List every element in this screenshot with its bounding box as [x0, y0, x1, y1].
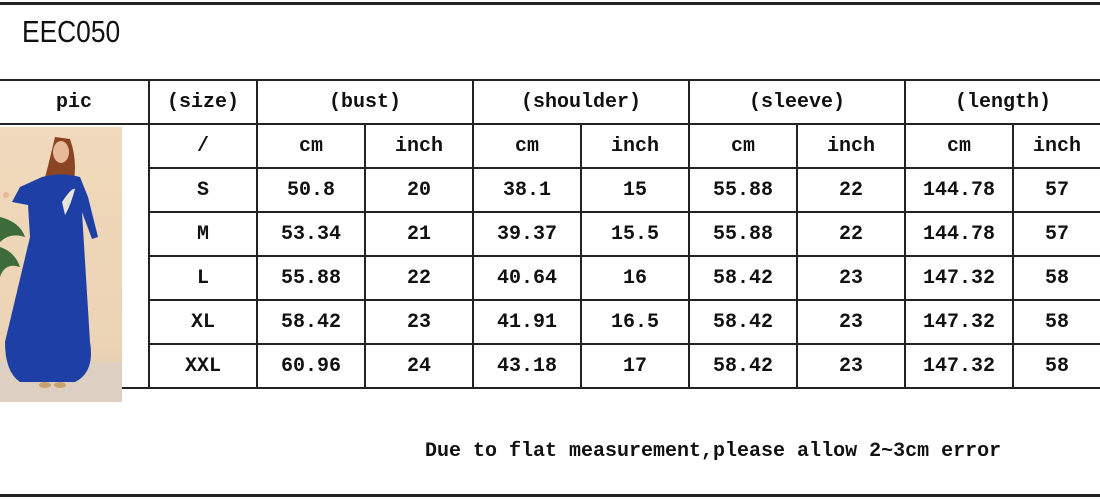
size-row: M 53.34 21 39.37 15.5 55.88 22 144.78 57	[0, 211, 1100, 257]
measurement-cell: 16	[580, 255, 691, 301]
measurement-cell: 40.64	[472, 255, 583, 301]
measurement-cell: 41.91	[472, 299, 583, 345]
unit-cell: inch	[363, 123, 475, 169]
top-border	[0, 2, 1100, 5]
size-label: L	[148, 255, 258, 301]
unit-cell: cm	[688, 123, 799, 169]
product-code: EEC050	[22, 14, 121, 49]
measurement-cell: 24	[363, 343, 475, 389]
header-row: pic (size) (bust) (shoulder) (sleeve) (l…	[0, 79, 1100, 125]
measurement-cell: 144.78	[904, 211, 1015, 257]
measurement-cell: 58	[1012, 343, 1100, 389]
measurement-cell: 43.18	[472, 343, 583, 389]
header-size: (size)	[148, 79, 258, 125]
unit-cell: cm	[472, 123, 583, 169]
measurement-cell: 23	[796, 299, 907, 345]
header-pic: pic	[0, 79, 150, 125]
measurement-cell: 53.34	[256, 211, 366, 257]
measurement-cell: 23	[796, 343, 907, 389]
measurement-cell: 58	[1012, 255, 1100, 301]
measurement-cell: 39.37	[472, 211, 583, 257]
unit-cell: cm	[256, 123, 366, 169]
measurement-cell: 20	[363, 167, 475, 213]
bottom-border	[0, 494, 1100, 497]
measurement-cell: 58	[1012, 299, 1100, 345]
measurement-note: Due to flat measurement,please allow 2~3…	[425, 440, 1002, 463]
size-row: XXL 60.96 24 43.18 17 58.42 23 147.32 58	[0, 343, 1100, 389]
unit-cell: inch	[796, 123, 907, 169]
measurement-cell: 147.32	[904, 343, 1015, 389]
measurement-cell: 22	[796, 167, 907, 213]
measurement-cell: 58.42	[688, 255, 799, 301]
measurement-cell: 15.5	[580, 211, 691, 257]
model-dress-image	[0, 137, 122, 402]
measurement-cell: 147.32	[904, 255, 1015, 301]
measurement-cell: 50.8	[256, 167, 366, 213]
size-row: L 55.88 22 40.64 16 58.42 23 147.32 58	[0, 255, 1100, 301]
size-label: S	[148, 167, 258, 213]
measurement-cell: 22	[796, 211, 907, 257]
measurement-cell: 15	[580, 167, 691, 213]
header-length: (length)	[904, 79, 1100, 125]
units-row: / cm inch cm inch cm inch cm inch	[0, 123, 1100, 389]
header-bust: (bust)	[255, 79, 475, 125]
measurement-cell: 22	[363, 255, 475, 301]
measurement-cell: 58.42	[688, 343, 799, 389]
measurement-cell: 55.88	[256, 255, 366, 301]
unit-cell: /	[148, 123, 258, 169]
measurement-cell: 60.96	[256, 343, 366, 389]
measurement-cell: 21	[363, 211, 475, 257]
size-row: XL 58.42 23 41.91 16.5 58.42 23 147.32 58	[0, 299, 1100, 345]
measurement-cell: 38.1	[472, 167, 583, 213]
unit-cell: inch	[1012, 123, 1100, 169]
measurement-cell: 147.32	[904, 299, 1015, 345]
measurement-cell: 23	[796, 255, 907, 301]
measurement-cell: 57	[1012, 167, 1100, 213]
size-label: XL	[148, 299, 258, 345]
header-sleeve: (sleeve)	[688, 79, 907, 125]
size-chart-table: pic (size) (bust) (shoulder) (sleeve) (l…	[0, 79, 1100, 389]
measurement-cell: 55.88	[688, 167, 799, 213]
measurement-cell: 57	[1012, 211, 1100, 257]
size-row: S 50.8 20 38.1 15 55.88 22 144.78 57	[0, 167, 1100, 213]
unit-cell: cm	[904, 123, 1015, 169]
measurement-cell: 144.78	[904, 167, 1015, 213]
header-shoulder: (shoulder)	[472, 79, 691, 125]
measurement-cell: 16.5	[580, 299, 691, 345]
unit-cell: inch	[580, 123, 691, 169]
measurement-cell: 55.88	[688, 211, 799, 257]
measurement-cell: 58.42	[688, 299, 799, 345]
product-photo	[0, 127, 122, 402]
measurement-cell: 58.42	[256, 299, 366, 345]
measurement-cell: 23	[363, 299, 475, 345]
measurement-cell: 17	[580, 343, 691, 389]
size-label: M	[148, 211, 258, 257]
size-label: XXL	[148, 343, 258, 389]
